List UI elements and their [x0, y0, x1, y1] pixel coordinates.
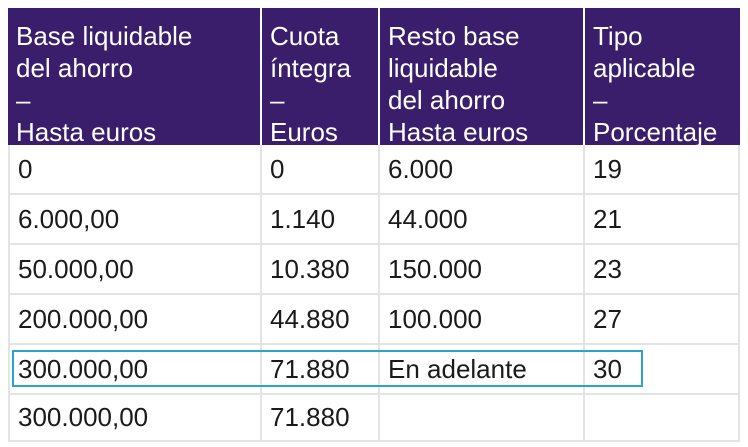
table-cell: 1.140: [262, 195, 380, 245]
header-cell: Base liquidable del ahorro – Hasta euros: [8, 8, 262, 147]
table-cell: 6.000: [380, 145, 585, 195]
table-cell: 0: [8, 145, 262, 195]
header-line: –: [270, 85, 285, 115]
table-cell: 44.880: [262, 295, 380, 345]
table-cell: 6.000,00: [8, 195, 262, 245]
table-cell: 300.000,00: [8, 345, 262, 395]
header-cell: Tipo aplicable – Porcentaje: [585, 8, 740, 147]
table-cell: 71.880: [262, 395, 380, 442]
header-line: íntegra: [270, 53, 351, 83]
header-line: Euros: [270, 117, 338, 147]
table-cell: 27: [585, 295, 740, 345]
table-cell: 23: [585, 245, 740, 295]
table-cell: [585, 395, 740, 442]
table-cell: 10.380: [262, 245, 380, 295]
table-cell: 200.000,00: [8, 295, 262, 345]
header-line: Resto base: [388, 21, 520, 51]
table-cell: [380, 395, 585, 442]
header-line: Base liquidable: [16, 21, 193, 51]
header-cell: Resto base liquidable del ahorro Hasta euro…: [380, 8, 585, 147]
table-cell: 100.000: [380, 295, 585, 345]
table-cell: 150.000: [380, 245, 585, 295]
header-line: aplicable: [593, 53, 696, 83]
header-line: Hasta euros: [16, 117, 157, 147]
table-cell: 44.000: [380, 195, 585, 245]
table-cell: 19: [585, 145, 740, 195]
header-line: –: [16, 85, 31, 115]
table-cell: 300.000,00: [8, 395, 262, 442]
header-cell: Cuota íntegra – Euros: [262, 8, 380, 147]
header-line: Porcentaje: [593, 117, 718, 147]
header-line: –: [593, 85, 608, 115]
table-cell: 50.000,00: [8, 245, 262, 295]
table-cell: 0: [262, 145, 380, 195]
header-line: Tipo: [593, 21, 643, 51]
header-line: liquidable: [388, 53, 498, 83]
table-cell: 30: [585, 345, 740, 395]
table-cell: 21: [585, 195, 740, 245]
header-line: Cuota: [270, 21, 340, 51]
header-line: del ahorro: [388, 85, 506, 115]
table-cell: 71.880: [262, 345, 380, 395]
table-cell: En adelante: [380, 345, 585, 395]
header-line: Hasta euros: [388, 117, 529, 147]
header-line: del ahorro: [16, 53, 134, 83]
